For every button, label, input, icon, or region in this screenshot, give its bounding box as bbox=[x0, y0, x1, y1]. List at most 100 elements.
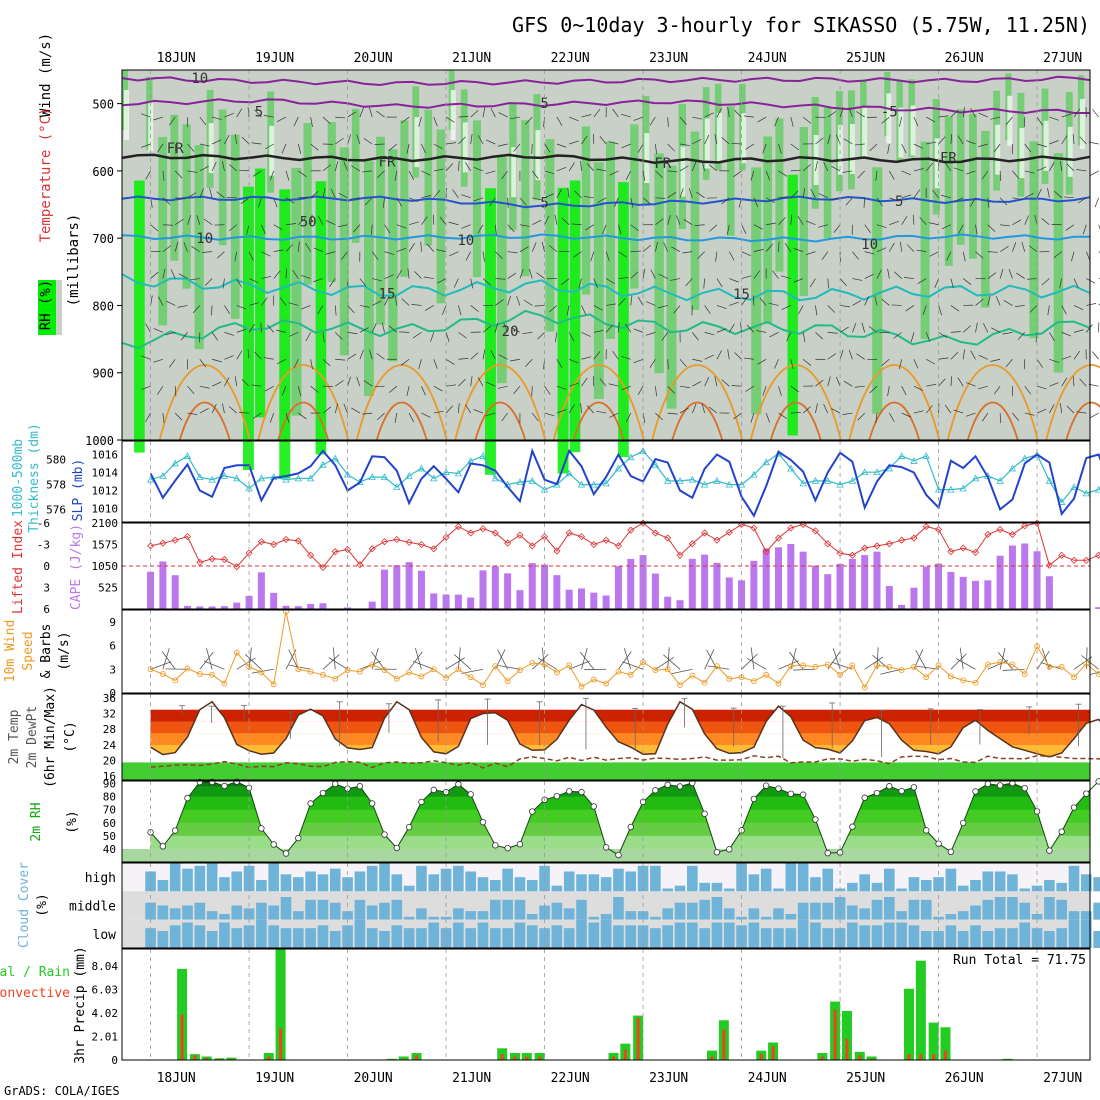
wind-speed-point bbox=[209, 671, 216, 678]
wind-barb bbox=[618, 651, 632, 670]
cloud-cell bbox=[219, 877, 230, 892]
cloud-cell bbox=[194, 865, 206, 892]
cloud-cell bbox=[625, 911, 637, 920]
upper-wind-barb bbox=[605, 278, 615, 284]
upper-wind-barb bbox=[585, 224, 595, 231]
upper-wind-barb bbox=[667, 215, 671, 225]
wind-tick-label: 6 bbox=[109, 640, 116, 653]
upper-wind-barb bbox=[734, 109, 742, 118]
rh-point bbox=[824, 849, 831, 857]
upper-wind-barb bbox=[263, 115, 274, 118]
upper-wind-barb bbox=[141, 355, 151, 360]
upper-wind-barb bbox=[273, 270, 281, 279]
upper-wind-barb bbox=[593, 108, 601, 118]
cloud-cell bbox=[687, 865, 698, 892]
upper-wind-barb bbox=[396, 197, 403, 207]
cape-bar bbox=[984, 580, 992, 609]
cloud-cell bbox=[391, 874, 403, 892]
rh-point bbox=[775, 785, 782, 792]
upper-wind-barb bbox=[990, 116, 1001, 120]
upper-wind-barb bbox=[692, 116, 703, 120]
li-point bbox=[565, 529, 573, 537]
cloud-cell bbox=[354, 919, 366, 948]
upper-wind-barb bbox=[174, 241, 179, 252]
upper-wind-barb bbox=[1094, 197, 1099, 208]
upper-wind-barb bbox=[734, 352, 742, 360]
wind-barb bbox=[445, 657, 465, 670]
upper-wind-barb bbox=[621, 113, 631, 118]
upper-wind-barb bbox=[236, 278, 242, 288]
upper-wind-barb bbox=[1076, 411, 1087, 414]
upper-wind-barb bbox=[941, 224, 952, 230]
upper-wind-barb bbox=[433, 189, 441, 199]
upper-wind-barb bbox=[1049, 140, 1059, 145]
li-point bbox=[614, 542, 623, 550]
upper-wind-barb bbox=[1073, 278, 1079, 288]
upper-wind-barb bbox=[394, 413, 398, 423]
rh-shade bbox=[799, 126, 808, 297]
date-label-top: 26JUN bbox=[945, 51, 984, 66]
upper-wind-barb bbox=[741, 296, 748, 306]
li-point bbox=[331, 548, 339, 556]
wind-speed-point bbox=[812, 664, 819, 670]
cloud-cell bbox=[588, 916, 600, 920]
chart-credit: GrADS: COLA/IGES bbox=[4, 1084, 120, 1098]
pressure-tick-label: 500 bbox=[92, 98, 114, 112]
upper-wind-barb bbox=[708, 164, 718, 172]
wind-speed-point bbox=[455, 666, 462, 673]
cape-bar bbox=[910, 587, 918, 609]
upper-wind-barb bbox=[489, 197, 496, 207]
slp-panel-label: SLP (mb) bbox=[71, 459, 86, 522]
rh-point bbox=[270, 841, 277, 848]
upper-wind-barb bbox=[916, 249, 927, 252]
cloud-cell bbox=[859, 925, 870, 948]
upper-wind-barb bbox=[1036, 116, 1043, 126]
cape-bar bbox=[590, 592, 598, 609]
upper-wind-barb bbox=[473, 409, 484, 414]
cloud-cell bbox=[428, 874, 440, 892]
wind-speed-point bbox=[233, 649, 240, 656]
wind-barb bbox=[497, 649, 508, 670]
precip-total-bar bbox=[275, 947, 286, 1060]
chart-title: GFS 0~10day 3-hourly for SIKASSO (5.75W,… bbox=[512, 13, 1090, 37]
upper-wind-barb bbox=[815, 403, 818, 414]
li-point bbox=[676, 551, 684, 559]
panel-frame-wind bbox=[121, 609, 1091, 694]
thickness-point bbox=[861, 468, 869, 476]
precip-conv-bar bbox=[858, 1055, 862, 1060]
upper-wind-barb bbox=[1049, 404, 1055, 414]
rh-point bbox=[861, 794, 868, 801]
upper-wind-barb bbox=[679, 116, 687, 125]
rh-point bbox=[972, 788, 979, 795]
cape-bar bbox=[405, 562, 413, 609]
upper-wind-barb bbox=[433, 143, 443, 150]
upper-wind-barb bbox=[827, 305, 836, 313]
upper-wind-barb bbox=[881, 359, 890, 366]
li-point bbox=[208, 555, 216, 563]
li-point bbox=[1095, 551, 1100, 559]
wind-barb bbox=[1036, 650, 1050, 670]
panel-frame-li bbox=[121, 522, 1091, 610]
li-point bbox=[528, 542, 536, 550]
hot-contour bbox=[375, 401, 428, 441]
upper-wind-barb bbox=[881, 298, 890, 306]
upper-wind-barb bbox=[950, 331, 961, 333]
isotherm-label: FR bbox=[940, 150, 957, 166]
wind-tick-label: 3 bbox=[109, 663, 116, 676]
upper-wind-barb bbox=[606, 303, 617, 306]
wind-barb bbox=[1089, 671, 1100, 675]
upper-wind-barb bbox=[716, 278, 723, 288]
upper-wind-barb bbox=[704, 112, 714, 118]
rh-shade bbox=[521, 120, 530, 277]
upper-wind-barb bbox=[1024, 385, 1032, 395]
rh-point bbox=[1046, 847, 1053, 854]
wind-speed-point bbox=[615, 668, 622, 675]
wind-barb bbox=[704, 649, 715, 670]
thickness-point bbox=[750, 470, 758, 478]
cloud-cell bbox=[982, 899, 994, 920]
precip-conv-bar bbox=[919, 1054, 923, 1060]
rh-point bbox=[996, 782, 1004, 789]
upper-wind-barb bbox=[1005, 116, 1013, 125]
cape-bar bbox=[504, 573, 512, 609]
temp-tick-label: 32 bbox=[103, 708, 116, 721]
